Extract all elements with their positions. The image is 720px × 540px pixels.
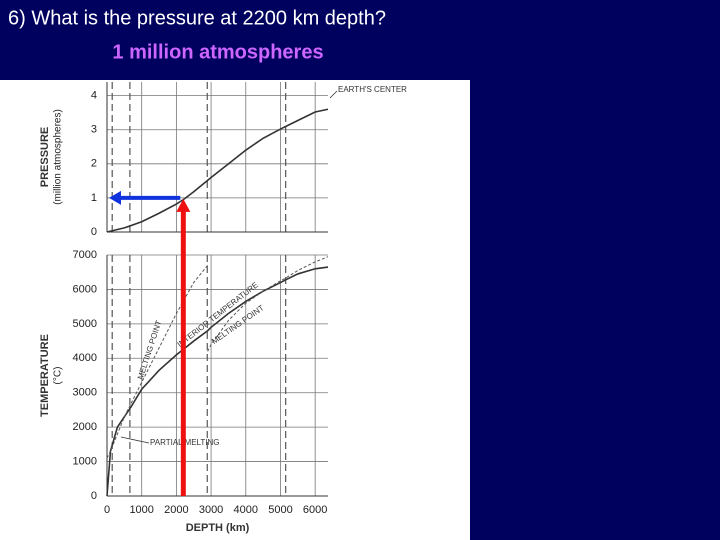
- figure: [0, 80, 470, 540]
- y-tick-label: 5000: [73, 318, 97, 330]
- x-tick-label: 6000: [303, 504, 327, 516]
- x-tick-label: 5000: [268, 504, 292, 516]
- annotation: EARTH'S CENTER: [338, 85, 407, 94]
- y-axis-label: (°C): [53, 367, 64, 385]
- data-line: [106, 108, 329, 233]
- answer: 1 million atmospheres: [112, 41, 323, 63]
- depth-arrowhead: [176, 198, 191, 212]
- y-tick-label: 0: [91, 490, 97, 502]
- x-axis-label: DEPTH (km): [186, 522, 250, 534]
- data-line: [106, 265, 209, 459]
- x-tick-label: 4000: [234, 504, 258, 516]
- y-axis-label: PRESSURE: [39, 127, 51, 188]
- x-tick-label: 0: [104, 504, 110, 516]
- y-tick-label: 3000: [73, 387, 97, 399]
- data-line: [106, 266, 329, 497]
- y-tick-label: 6000: [73, 283, 97, 295]
- y-tick-label: 1: [91, 192, 97, 204]
- pressure-arrowhead: [109, 190, 121, 205]
- y-tick-label: 3: [91, 124, 97, 136]
- x-tick-label: 1000: [129, 504, 153, 516]
- x-tick-label: 2000: [164, 504, 188, 516]
- y-tick-label: 4000: [73, 352, 97, 364]
- y-tick-label: 7000: [73, 249, 97, 261]
- leader-line: [120, 436, 150, 444]
- y-axis-label: (million atmospheres): [53, 109, 64, 205]
- data-line: [207, 256, 329, 352]
- leader-line: [329, 90, 338, 99]
- y-tick-label: 4: [91, 90, 97, 102]
- y-tick-label: 2: [91, 158, 97, 170]
- y-tick-label: 1000: [73, 455, 97, 467]
- y-axis-label: TEMPERATURE: [39, 334, 51, 417]
- x-tick-label: 3000: [199, 504, 223, 516]
- question: 6) What is the pressure at 2200 km depth…: [8, 7, 386, 29]
- y-tick-label: 0: [91, 226, 97, 238]
- y-tick-label: 2000: [73, 421, 97, 433]
